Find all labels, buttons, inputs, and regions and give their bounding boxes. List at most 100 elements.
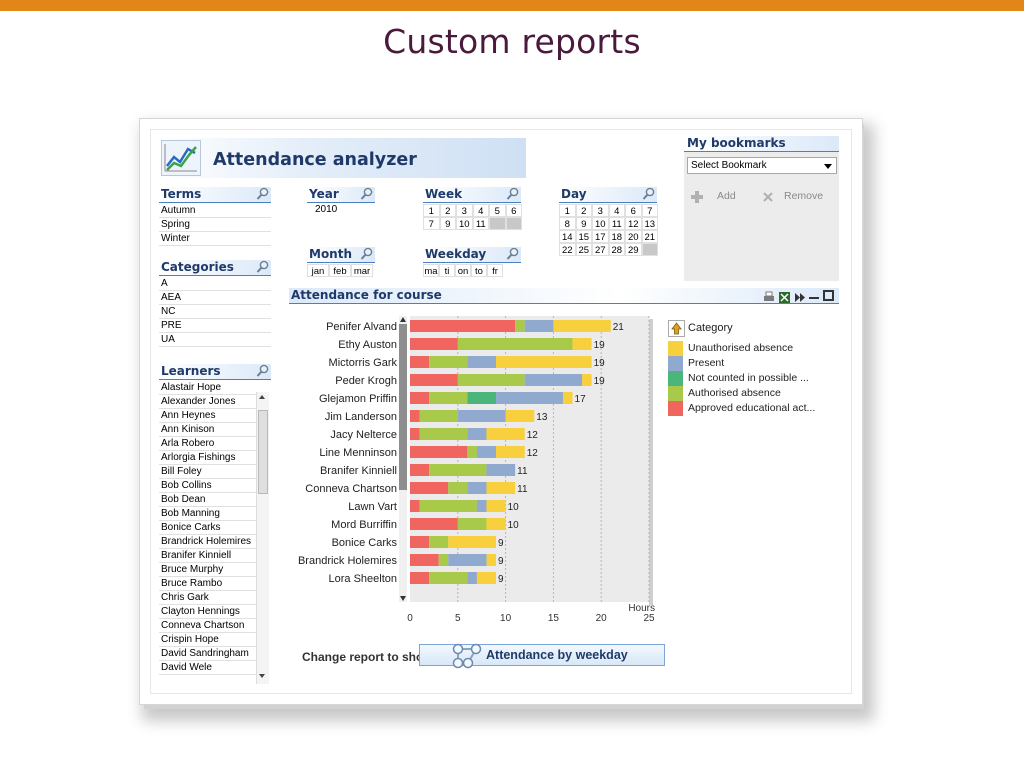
month-cell[interactable]: feb <box>329 264 351 277</box>
day-cell[interactable]: 8 <box>559 217 576 230</box>
learners-item[interactable]: Clayton Hennings <box>159 605 256 619</box>
month-cell[interactable]: mar <box>351 264 373 277</box>
excel-icon[interactable] <box>779 290 790 308</box>
x-axis-label: Hours <box>628 603 655 614</box>
terms-item[interactable]: Spring <box>159 218 271 232</box>
weekday-cell[interactable]: to <box>471 264 487 277</box>
search-icon[interactable] <box>642 187 655 201</box>
week-cell[interactable]: 6 <box>505 204 522 217</box>
categories-item[interactable]: PRE <box>159 319 271 333</box>
day-cell[interactable]: 12 <box>625 217 642 230</box>
learners-item[interactable]: David Sandringham <box>159 647 256 661</box>
week-cell[interactable]: 2 <box>439 204 456 217</box>
search-icon[interactable] <box>360 247 373 261</box>
day-cell[interactable]: 17 <box>592 230 609 243</box>
day-cell[interactable]: 4 <box>608 204 625 217</box>
week-cell[interactable]: 9 <box>439 217 456 230</box>
learners-item[interactable]: Branifer Kinniell <box>159 549 256 563</box>
learners-item[interactable]: Bob Manning <box>159 507 256 521</box>
forward-icon[interactable] <box>794 290 806 308</box>
bar-segment <box>457 518 487 530</box>
week-cell[interactable]: 10 <box>456 217 473 230</box>
learners-item[interactable]: Arla Robero <box>159 437 256 451</box>
change-report-button[interactable]: Attendance by weekday <box>419 643 665 669</box>
plot-shadow <box>649 319 653 605</box>
day-cell[interactable]: 10 <box>592 217 609 230</box>
learners-item[interactable]: Bruce Murphy <box>159 563 256 577</box>
week-cell[interactable]: 7 <box>423 217 440 230</box>
terms-item[interactable]: Winter <box>159 232 271 246</box>
search-icon[interactable] <box>256 364 269 378</box>
day-cell[interactable]: 29 <box>625 243 642 256</box>
learners-item[interactable]: Brandrick Holemires <box>159 535 256 549</box>
learners-item[interactable]: Bob Dean <box>159 493 256 507</box>
learners-item[interactable]: David Wele <box>159 661 256 675</box>
learners-item[interactable]: Chris Gark <box>159 591 256 605</box>
scroll-down-icon[interactable] <box>259 674 265 678</box>
week-cell[interactable]: 3 <box>456 204 473 217</box>
bar-segment <box>429 392 468 404</box>
learners-scrollbar[interactable] <box>256 392 269 684</box>
search-icon[interactable] <box>360 187 373 201</box>
legend-swatch <box>668 401 683 416</box>
remove-bookmark-button[interactable]: Remove <box>762 190 823 202</box>
day-cell[interactable]: 21 <box>641 230 658 243</box>
categories-item[interactable]: NC <box>159 305 271 319</box>
learners-item[interactable]: Bill Foley <box>159 465 256 479</box>
day-cell[interactable]: 7 <box>641 204 658 217</box>
weekday-cell[interactable]: ma <box>423 264 439 277</box>
day-cell[interactable]: 27 <box>592 243 609 256</box>
day-cell[interactable]: 22 <box>559 243 576 256</box>
learners-item[interactable]: Crispin Hope <box>159 633 256 647</box>
week-cell[interactable]: 4 <box>472 204 489 217</box>
learners-item[interactable]: Ann Kinison <box>159 423 256 437</box>
scroll-up-icon[interactable] <box>259 395 265 399</box>
day-cell[interactable]: 28 <box>608 243 625 256</box>
day-cell[interactable]: 18 <box>608 230 625 243</box>
maximize-icon[interactable] <box>823 290 834 301</box>
learners-item[interactable]: Alastair Hope <box>159 381 256 395</box>
legend-swatch <box>668 386 683 401</box>
search-icon[interactable] <box>506 187 519 201</box>
weekday-cell[interactable]: on <box>455 264 471 277</box>
weekday-cell[interactable]: ti <box>439 264 455 277</box>
day-cell[interactable]: 3 <box>592 204 609 217</box>
learners-item[interactable]: Alexander Jones <box>159 395 256 409</box>
categories-item[interactable]: A <box>159 277 271 291</box>
learners-item[interactable]: Bonice Carks <box>159 521 256 535</box>
day-cell[interactable]: 6 <box>625 204 642 217</box>
learners-item[interactable]: Conneva Chartson <box>159 619 256 633</box>
add-bookmark-button[interactable]: Add <box>690 190 736 203</box>
month-cell[interactable]: jan <box>307 264 329 277</box>
week-cell[interactable]: 11 <box>472 217 489 230</box>
day-cell[interactable]: 2 <box>575 204 592 217</box>
learners-item[interactable]: Bob Collins <box>159 479 256 493</box>
learners-item[interactable]: Ann Heynes <box>159 409 256 423</box>
categories-item[interactable]: UA <box>159 333 271 347</box>
learners-item[interactable]: Bruce Rambo <box>159 577 256 591</box>
day-cell[interactable]: 25 <box>575 243 592 256</box>
print-icon[interactable] <box>763 290 775 308</box>
categories-item[interactable]: AEA <box>159 291 271 305</box>
scroll-thumb[interactable] <box>258 410 268 494</box>
learners-item[interactable]: Arlorgia Fishings <box>159 451 256 465</box>
year-value[interactable]: 2010 <box>315 204 338 215</box>
search-icon[interactable] <box>256 260 269 274</box>
weekday-cell[interactable]: fr <box>487 264 503 277</box>
day-cell[interactable]: 9 <box>575 217 592 230</box>
day-cell[interactable]: 1 <box>559 204 576 217</box>
day-cell[interactable]: 11 <box>608 217 625 230</box>
week-cell[interactable]: 1 <box>423 204 440 217</box>
day-cell[interactable]: 15 <box>575 230 592 243</box>
search-icon[interactable] <box>256 187 269 201</box>
terms-item[interactable]: Autumn <box>159 204 271 218</box>
bookmark-select[interactable]: Select Bookmark <box>687 157 837 174</box>
minimize-icon[interactable] <box>809 297 819 299</box>
week-cell[interactable]: 5 <box>489 204 506 217</box>
day-cell[interactable]: 20 <box>625 230 642 243</box>
day-cell[interactable]: 14 <box>559 230 576 243</box>
up-arrow-icon[interactable] <box>668 320 685 337</box>
search-icon[interactable] <box>506 247 519 261</box>
day-cell[interactable]: 13 <box>641 217 658 230</box>
bar-value-label: 19 <box>594 376 606 387</box>
